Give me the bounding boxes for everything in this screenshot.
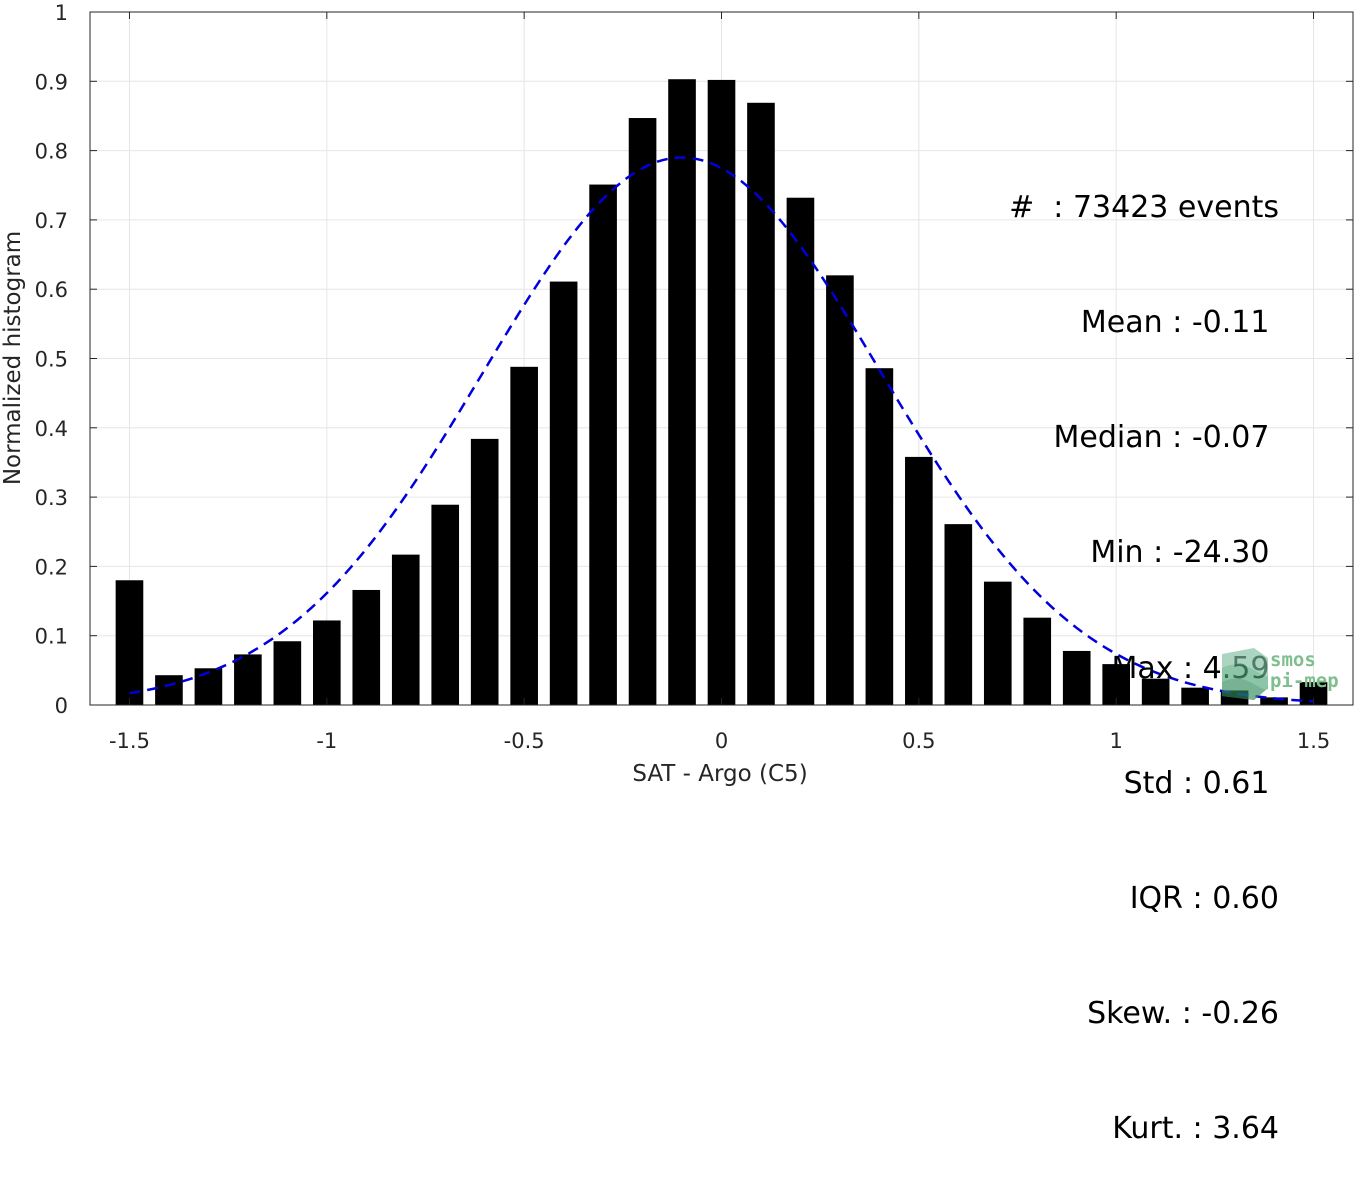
x-tick-label: 0 bbox=[715, 729, 728, 753]
x-tick-label: 1 bbox=[1110, 729, 1123, 753]
histogram-bars bbox=[115, 79, 1328, 706]
histogram-bar bbox=[786, 197, 815, 705]
gaussian-fit-line bbox=[129, 156, 1314, 703]
histogram-bar bbox=[589, 184, 617, 705]
smos-pimep-logo: smos pi-mep bbox=[1214, 644, 1354, 704]
x-tick-label: -1.5 bbox=[109, 729, 150, 753]
x-tick-label: -1 bbox=[316, 729, 337, 753]
histogram-bar bbox=[352, 589, 381, 705]
stat-std: Std : 0.61 bbox=[1123, 765, 1279, 801]
x-tick-label: -0.5 bbox=[504, 729, 545, 753]
y-axis-label: Normalized histogram bbox=[0, 231, 26, 485]
stat-kurt: Kurt. : 3.64 bbox=[1112, 1111, 1279, 1147]
stat-min: Min : -24.30 bbox=[1090, 535, 1279, 571]
histogram-bar bbox=[1181, 687, 1209, 705]
histogram-bar bbox=[1141, 678, 1170, 705]
y-tick-label: 1 bbox=[55, 1, 68, 25]
x-tick-label: 0.5 bbox=[902, 729, 935, 753]
histogram-chart: -1.5 -1 -0.5 0 0.5 1 1.5 0 0.1 0.2 0.3 0.4 0.5 0.6 0.… bbox=[0, 1, 1354, 787]
y-axis-ticks: 0 0.1 0.2 0.3 0.4 0.5 0.6 0.7 0.8 0.9 1 bbox=[35, 1, 1353, 718]
stat-mean: Mean : -0.11 bbox=[1080, 305, 1279, 341]
stat-skew: Skew. : -0.26 bbox=[1087, 996, 1279, 1032]
histogram-bar bbox=[1299, 682, 1328, 705]
y-tick-label: 0.2 bbox=[35, 555, 68, 579]
y-tick-label: 0.4 bbox=[35, 417, 68, 441]
y-tick-label: 0.8 bbox=[35, 140, 68, 164]
histogram-bar bbox=[747, 102, 775, 705]
x-tick-label: 1.5 bbox=[1297, 729, 1330, 753]
histogram-bar bbox=[628, 118, 657, 706]
histogram-bar bbox=[549, 281, 578, 705]
histogram-bar bbox=[944, 524, 973, 705]
histogram-bar bbox=[273, 641, 302, 705]
y-tick-label: 0.6 bbox=[35, 278, 68, 302]
histogram-bar bbox=[865, 368, 894, 705]
stat-iqr: IQR : 0.60 bbox=[1129, 881, 1279, 917]
histogram-bar bbox=[826, 275, 854, 705]
histogram-bar bbox=[983, 581, 1012, 705]
histogram-bar bbox=[510, 366, 538, 705]
histogram-bar bbox=[470, 438, 499, 705]
y-tick-label: 0.7 bbox=[35, 209, 68, 233]
wave-logo-icon bbox=[1222, 648, 1269, 700]
histogram-bar bbox=[155, 675, 183, 705]
stat-median: Median : -0.07 bbox=[1053, 420, 1279, 456]
histogram-bar bbox=[1260, 697, 1288, 705]
histogram-bar bbox=[194, 668, 223, 705]
histogram-bar bbox=[391, 554, 420, 705]
y-tick-label: 0.5 bbox=[35, 348, 68, 372]
histogram-bar bbox=[707, 79, 736, 705]
stat-events: # : 73423 events bbox=[1009, 189, 1279, 225]
y-tick-label: 0.9 bbox=[35, 70, 68, 94]
y-tick-label: 0.1 bbox=[35, 625, 68, 649]
x-axis-ticks: -1.5 -1 -0.5 0 0.5 1 1.5 bbox=[109, 12, 1330, 753]
y-tick-label: 0.3 bbox=[35, 486, 68, 510]
histogram-bar bbox=[668, 79, 696, 705]
histogram-bar bbox=[905, 456, 933, 705]
histogram-bar bbox=[431, 504, 460, 705]
y-tick-label: 0 bbox=[55, 694, 68, 718]
x-axis-label: SAT - Argo (C5) bbox=[632, 761, 807, 787]
logo-text-smos: smos bbox=[1270, 649, 1316, 671]
histogram-bar bbox=[1023, 617, 1052, 705]
histogram-bar bbox=[312, 620, 341, 705]
logo-text-pimep: pi-mep bbox=[1270, 670, 1339, 692]
histogram-bar bbox=[1062, 650, 1091, 705]
histogram-bar bbox=[234, 654, 262, 705]
histogram-bar bbox=[115, 580, 144, 705]
